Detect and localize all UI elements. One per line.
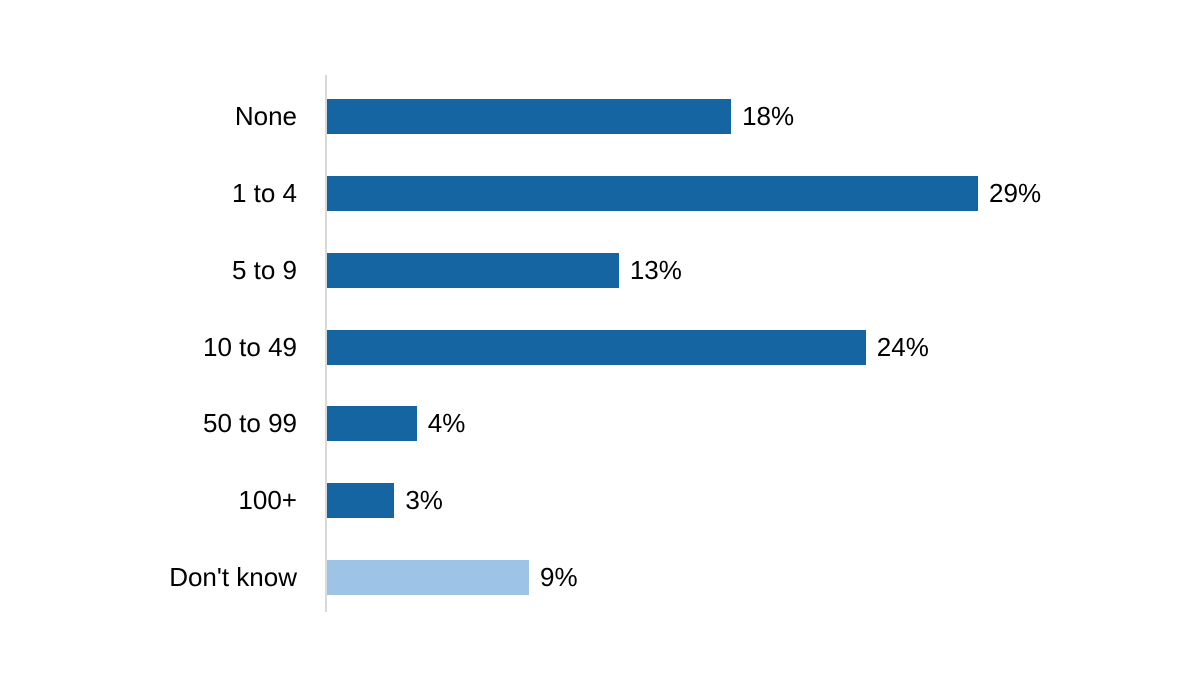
category-label: 1 to 4 — [231, 177, 297, 208]
chart-row: None 18% — [0, 99, 1200, 134]
bar — [327, 252, 619, 288]
value-label: 4% — [427, 408, 466, 439]
category-label: 50 to 99 — [203, 408, 297, 439]
category-label: Don't know — [169, 562, 297, 593]
value-label: 24% — [876, 331, 929, 362]
bar — [327, 329, 866, 365]
category-label: 100+ — [238, 485, 297, 516]
bar — [327, 406, 417, 442]
category-label: None — [234, 101, 297, 131]
chart-row: Don't know 9% — [0, 560, 1200, 596]
value-label: 29% — [989, 177, 1042, 208]
value-label: 18% — [742, 101, 795, 131]
chart-row: 10 to 49 24% — [0, 329, 1200, 365]
bar — [327, 99, 732, 134]
bar — [327, 483, 395, 519]
value-label: 9% — [540, 562, 578, 593]
chart-row: 1 to 4 29% — [0, 175, 1200, 211]
category-label: 5 to 9 — [231, 254, 297, 285]
value-label: 13% — [629, 254, 682, 285]
chart-row: 50 to 99 4% — [0, 406, 1200, 442]
category-label: 10 to 49 — [203, 331, 297, 362]
bar — [327, 175, 979, 211]
chart-row: 5 to 9 13% — [0, 252, 1200, 288]
y-axis-line — [325, 75, 327, 612]
value-label: 3% — [405, 485, 443, 516]
chart-row: 100+ 3% — [0, 483, 1200, 519]
bar — [327, 560, 530, 596]
